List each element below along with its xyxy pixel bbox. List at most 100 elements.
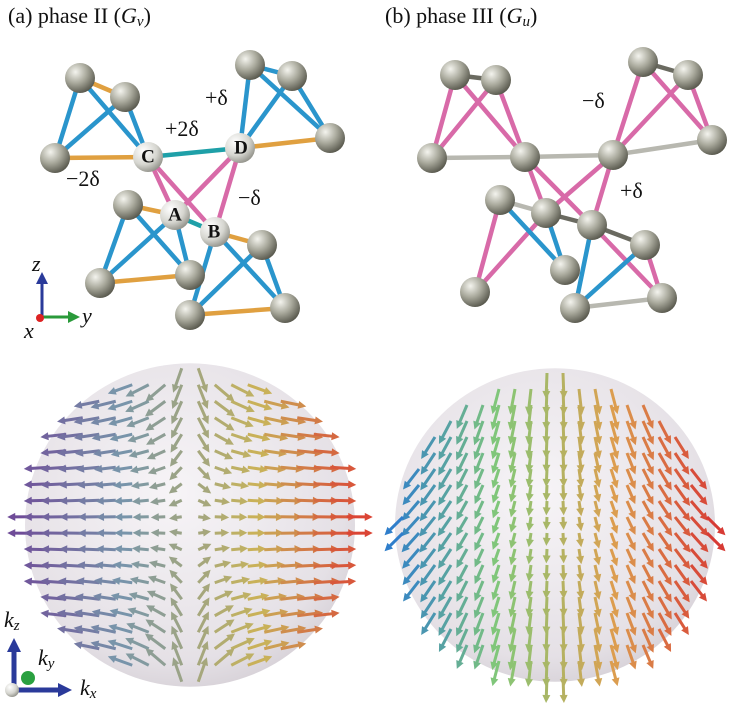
arrow-shaft [529, 613, 531, 629]
arrow-shaft [529, 421, 531, 438]
arrow-shaft [248, 565, 261, 566]
arrow-head [348, 464, 356, 472]
atom [485, 185, 515, 215]
panel-label: (a) phase II ( [8, 3, 121, 28]
arrow-shaft [264, 565, 279, 566]
arrow-head [577, 678, 585, 686]
svg-text:ky: ky [38, 645, 55, 672]
arrow-shaft [546, 453, 547, 467]
site-label: D [234, 137, 248, 158]
arrow-shaft [100, 467, 116, 469]
symbol: G [507, 3, 523, 28]
site-label: B [208, 221, 221, 242]
arrow-head [24, 578, 32, 586]
close: ) [144, 3, 151, 28]
atom [85, 268, 115, 298]
arrow-shaft [563, 613, 564, 629]
arrow-shaft [101, 484, 116, 485]
arrow-shaft [330, 582, 350, 583]
atom [628, 47, 658, 77]
arrow-shaft [119, 484, 132, 485]
bond-label: −δ [238, 185, 261, 210]
arrow-shaft [281, 467, 298, 469]
arrow-head [348, 481, 356, 489]
atom [65, 63, 95, 93]
arrow-shaft [563, 453, 564, 467]
arrow-head [40, 610, 48, 618]
arrow-shaft [264, 484, 279, 485]
close: ) [530, 3, 537, 28]
atom [577, 210, 607, 240]
arrow-shaft [579, 613, 581, 629]
arrow-shaft [297, 549, 315, 550]
arrow-head [365, 529, 373, 537]
atom [315, 123, 345, 153]
arrow-head [24, 464, 32, 472]
arrow-head [74, 641, 83, 649]
atom [460, 277, 490, 307]
atom [440, 60, 470, 90]
arrow-shaft [297, 467, 316, 469]
arrow-shaft [579, 597, 581, 611]
arrow-shaft [119, 565, 132, 566]
arrow-head [491, 677, 499, 686]
arrow-shaft [546, 677, 547, 697]
figure: (a) phase II (Gv) (b) phase III (Gu) A B… [0, 0, 732, 713]
arrow-shaft [264, 581, 280, 583]
arrow-shaft [546, 421, 547, 438]
atom [175, 260, 205, 290]
atom [598, 140, 628, 170]
site-label: C [141, 146, 155, 167]
panel-title: (a) phase II (Gv) [8, 3, 151, 30]
arrow-head [74, 401, 83, 409]
arrow-shaft [546, 613, 547, 629]
arrow-shaft [546, 437, 547, 453]
atom [673, 60, 703, 90]
axis-glyph: z x y [23, 251, 92, 343]
atom [560, 293, 590, 323]
k-sub: z [13, 618, 20, 634]
arrow-head [314, 626, 323, 634]
arrow-head [7, 513, 15, 521]
arrow-head [331, 610, 339, 618]
arrow-shaft [563, 677, 564, 697]
arrow-shaft [118, 581, 132, 583]
arrow-head [40, 432, 48, 440]
arrow-head [348, 578, 356, 586]
arrow-shaft [281, 484, 297, 485]
atom [113, 190, 143, 220]
arrow-shaft [314, 597, 334, 599]
sphere [395, 368, 715, 682]
atom [531, 198, 561, 228]
arrow-shaft [297, 500, 315, 501]
arrow-head [24, 561, 32, 569]
k-sub: y [46, 656, 55, 672]
atom [630, 230, 660, 260]
arrow-head [298, 401, 307, 409]
arrow-shaft [281, 549, 297, 550]
arrow-shaft [579, 453, 581, 467]
arrow-shaft [546, 629, 547, 646]
arrow-head [298, 641, 307, 649]
arrow-shaft [529, 629, 531, 646]
arrow-head [57, 626, 66, 634]
arrow-shaft [100, 581, 116, 583]
arrow-head [57, 416, 66, 424]
spin-textures [7, 363, 725, 703]
atom [510, 142, 540, 172]
arrow-shaft [330, 549, 350, 550]
site-label: A [168, 204, 182, 225]
arrow-shaft [579, 437, 581, 453]
bond-label: −2δ [66, 166, 100, 191]
bond-label: +δ [620, 178, 643, 203]
atom [697, 125, 727, 155]
arrow-shaft [529, 437, 531, 453]
axis-label: x [23, 318, 34, 343]
arrow-shaft [563, 597, 564, 611]
bond-label: +2δ [165, 116, 199, 141]
arrow-head [314, 416, 323, 424]
arrow-shaft [579, 421, 581, 438]
svg-text:kx: kx [80, 675, 97, 702]
arrow-shaft [563, 437, 564, 453]
arrow-shaft [264, 467, 280, 469]
